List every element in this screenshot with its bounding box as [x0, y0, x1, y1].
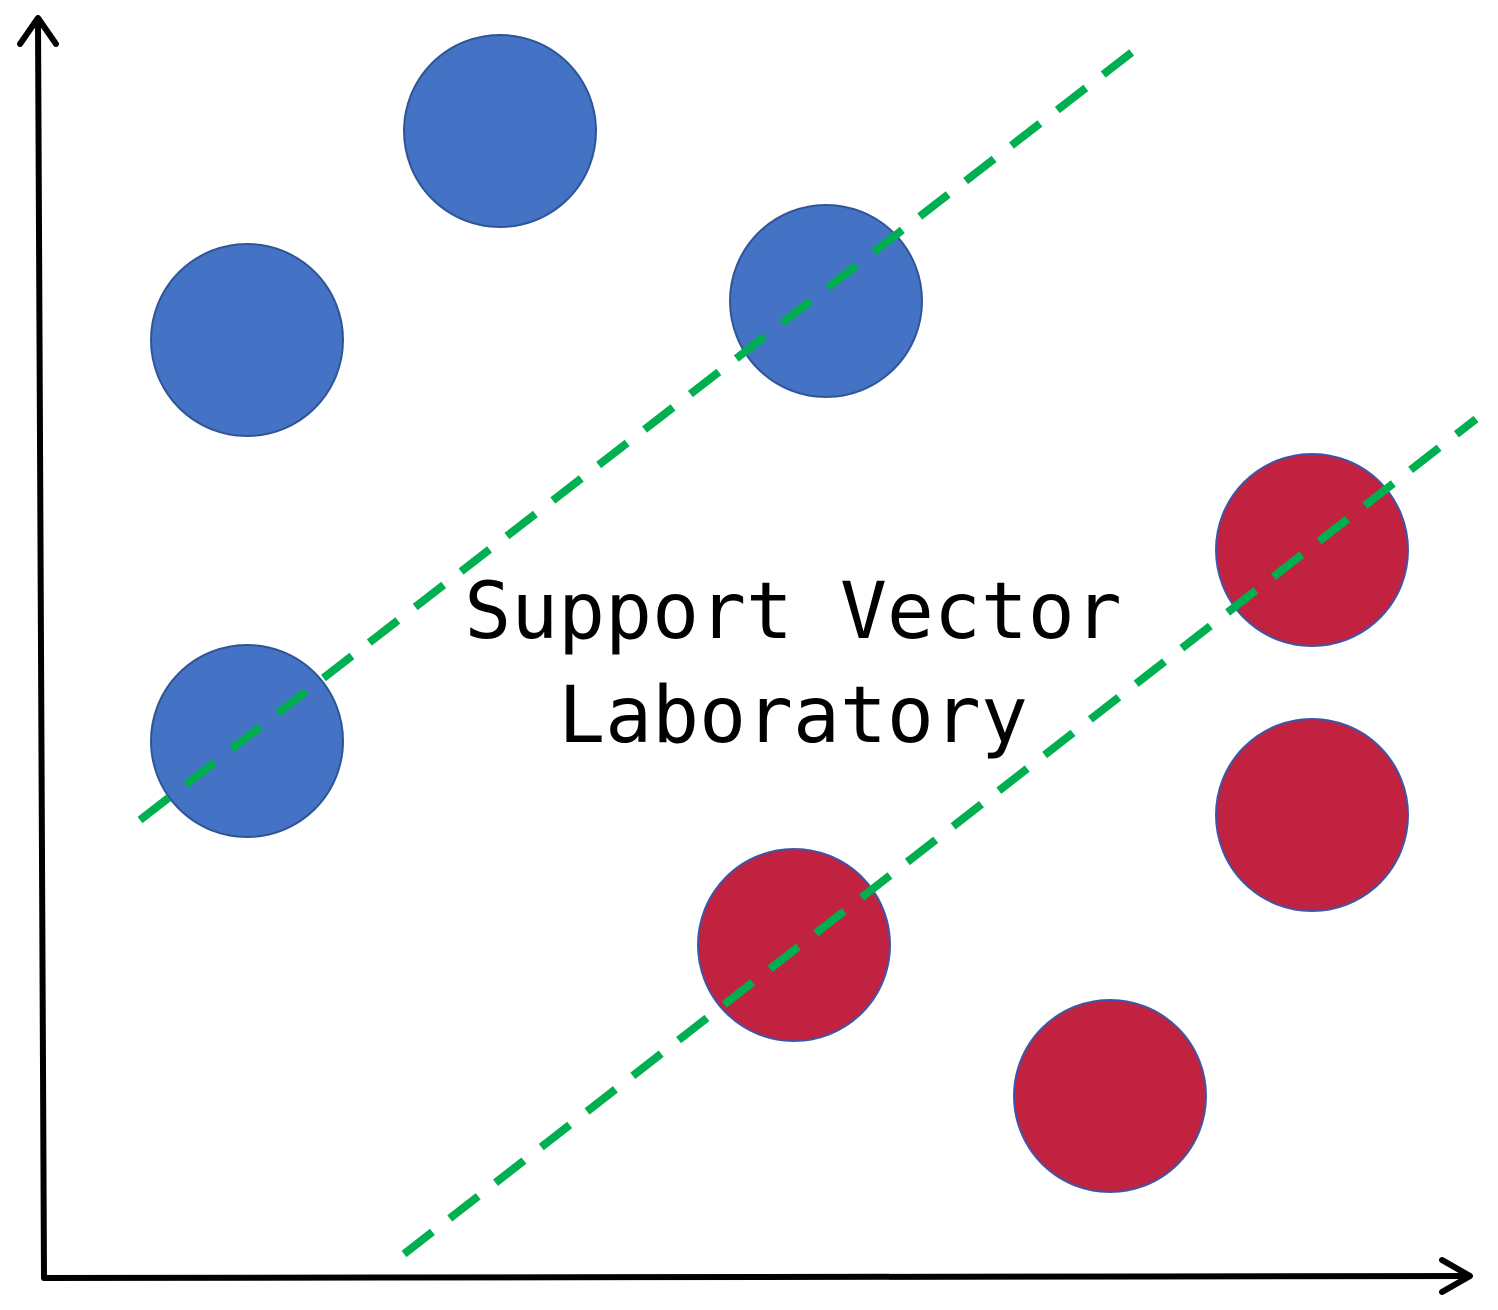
upper-margin-line	[137, 42, 1143, 824]
diagram-title: Support Vector Laboratory	[464, 567, 1121, 761]
red-circle-1	[1215, 453, 1409, 647]
lower-margin-line	[401, 415, 1479, 1258]
margin-lines	[137, 42, 1479, 1258]
class-b-points	[697, 453, 1409, 1193]
blue-circle-3	[729, 204, 923, 398]
x-axis	[41, 1273, 1471, 1281]
title-line-2: Laboratory	[558, 671, 1028, 761]
axes	[17, 15, 1473, 1295]
red-circle-4	[1013, 999, 1207, 1193]
red-circle-3	[697, 848, 891, 1042]
y-axis	[35, 19, 47, 1281]
y-axis-arrowhead	[17, 15, 59, 47]
x-axis-arrowhead	[1439, 1257, 1473, 1295]
red-circle-2	[1215, 718, 1409, 912]
blue-circle-1	[403, 34, 597, 228]
blue-circle-2	[150, 243, 344, 437]
title-line-1: Support Vector	[464, 567, 1121, 657]
